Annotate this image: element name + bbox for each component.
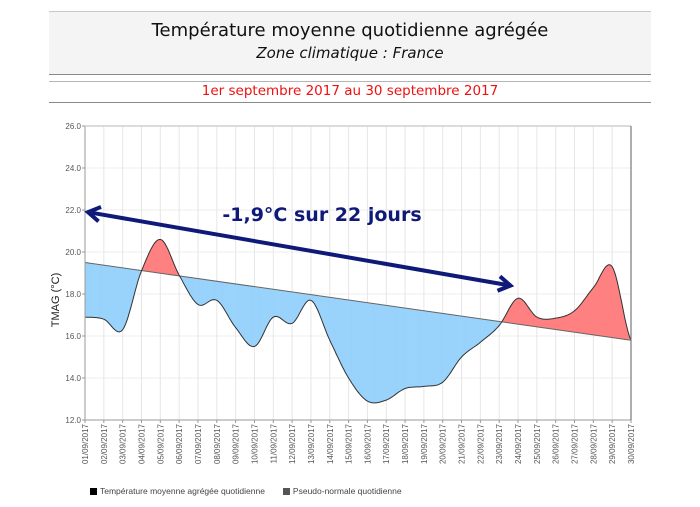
y-tick-label: 16.0 <box>65 332 81 341</box>
annotation-arrow-shaft <box>91 210 507 287</box>
legend-item-normal: Pseudo-normale quotidienne <box>282 486 402 496</box>
series-line-temperature <box>84 238 632 404</box>
y-tick-label: 14.0 <box>65 374 81 383</box>
x-tick-label: 11/09/2017 <box>269 423 278 463</box>
x-tick-label: 01/09/2017 <box>81 423 90 464</box>
x-tick-label: 23/09/2017 <box>495 423 504 464</box>
annotation-text: -1,9°C sur 22 jours <box>222 204 421 226</box>
x-tick-label: 02/09/2017 <box>100 423 109 464</box>
annotation-arrowhead-left <box>84 205 102 223</box>
x-tick-label: 26/09/2017 <box>552 423 561 464</box>
y-tick-label: 12.0 <box>65 416 81 425</box>
x-tick-label: 07/09/2017 <box>194 423 203 464</box>
legend-label-normal: Pseudo-normale quotidienne <box>292 486 402 496</box>
period-text: 1er septembre 2017 au 30 septembre 2017 <box>201 83 499 99</box>
legend: Température moyenne agrégée quotidienne … <box>90 486 402 496</box>
period-banner: 1er septembre 2017 au 30 septembre 2017 <box>49 81 651 103</box>
x-tick-label: 13/09/2017 <box>307 423 316 464</box>
y-tick-label: 24.0 <box>65 164 81 173</box>
y-axis-label: TMAG (°C) <box>50 273 62 328</box>
legend-item-temperature: Température moyenne agrégée quotidienne <box>90 486 265 496</box>
x-tick-label: 10/09/2017 <box>250 423 259 464</box>
x-tick-label: 29/09/2017 <box>608 423 617 464</box>
x-tick-label: 15/09/2017 <box>345 423 354 464</box>
x-tick-label: 30/09/2017 <box>627 423 636 464</box>
legend-swatch-temperature <box>90 487 97 495</box>
x-tick-label: 19/09/2017 <box>420 423 429 464</box>
x-tick-label: 24/09/2017 <box>514 423 523 464</box>
x-tick-label: 09/09/2017 <box>232 423 241 464</box>
x-tick-label: 03/09/2017 <box>119 423 128 464</box>
y-tick-label: 18.0 <box>65 290 81 299</box>
x-tick-label: 17/09/2017 <box>382 423 391 464</box>
x-tick-label: 14/09/2017 <box>326 423 335 464</box>
series-line-pseudo-normale <box>84 262 632 341</box>
x-tick-label: 27/09/2017 <box>571 423 580 464</box>
chart-header: Température moyenne quotidienne agrégée … <box>49 11 651 75</box>
x-tick-label: 05/09/2017 <box>156 423 165 464</box>
legend-swatch-normal <box>282 487 290 495</box>
x-tick-label: 28/09/2017 <box>589 423 598 464</box>
x-tick-label: 06/09/2017 <box>175 423 184 464</box>
y-tick-label: 26.0 <box>65 122 81 131</box>
x-tick-label: 04/09/2017 <box>137 423 146 464</box>
series-lines <box>84 238 632 404</box>
x-tick-label: 18/09/2017 <box>401 423 410 464</box>
x-tick-label: 20/09/2017 <box>439 423 448 464</box>
x-tick-label: 22/09/2017 <box>476 423 485 464</box>
legend-label-temperature: Température moyenne agrégée quotidienne <box>100 486 265 496</box>
chart-title: Température moyenne quotidienne agrégée <box>151 20 549 41</box>
y-tick-label: 20.0 <box>65 248 81 257</box>
x-tick-label: 21/09/2017 <box>458 423 467 464</box>
x-tick-label: 12/09/2017 <box>288 423 297 464</box>
x-tick-label: 16/09/2017 <box>363 423 372 464</box>
y-axis-ticks: 12.0 14.0 16.0 18.0 20.0 22.0 24.0 26.0 <box>65 122 85 425</box>
annotation: -1,9°C sur 22 jours <box>84 204 515 293</box>
annotation-arrowhead-right <box>496 274 515 293</box>
axes <box>84 125 632 421</box>
y-tick-label: 22.0 <box>65 206 81 215</box>
x-tick-label: 25/09/2017 <box>533 423 542 464</box>
x-tick-label: 08/09/2017 <box>213 423 222 464</box>
chart-subtitle: Zone climatique : France <box>256 44 444 62</box>
x-axis-ticks: 01/09/2017 02/09/2017 03/09/2017 04/09/2017… <box>81 420 636 464</box>
